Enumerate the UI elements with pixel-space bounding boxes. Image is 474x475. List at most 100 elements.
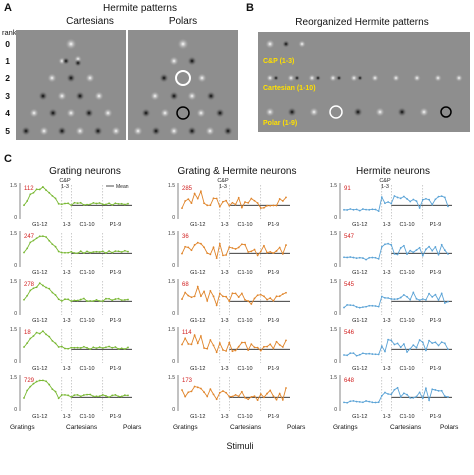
- data-point: [425, 387, 427, 390]
- data-point: [181, 298, 183, 300]
- segment-label: 1-3: [63, 366, 71, 372]
- data-point: [98, 202, 101, 204]
- data-point: [285, 339, 287, 342]
- data-point: [349, 400, 352, 403]
- data-point: [402, 244, 405, 247]
- series-line: [343, 291, 449, 309]
- data-point: [434, 389, 437, 391]
- data-point: [343, 401, 345, 404]
- data-point: [285, 244, 287, 246]
- data-point: [51, 291, 54, 294]
- data-point: [54, 294, 57, 296]
- y-tick-label: 1.5: [330, 375, 337, 381]
- data-point: [272, 299, 275, 302]
- rank-0: 0: [5, 39, 10, 49]
- data-point: [215, 351, 218, 354]
- data-point: [114, 250, 117, 253]
- rank-label: rank: [2, 28, 17, 37]
- data-point: [253, 248, 256, 251]
- data-point: [51, 339, 54, 342]
- data-point: [263, 244, 265, 247]
- data-point: [203, 246, 205, 249]
- data-point: [38, 235, 41, 238]
- data-point: [82, 345, 85, 348]
- y-tick-label: 0: [14, 311, 17, 317]
- segment-label: C1-10: [400, 222, 415, 228]
- data-point: [237, 296, 240, 298]
- data-point: [23, 298, 25, 301]
- y-tick-label: 0: [172, 311, 175, 317]
- data-point: [281, 293, 284, 296]
- data-point: [393, 388, 396, 391]
- data-point: [200, 242, 202, 245]
- segment-label: C1-10: [238, 366, 253, 372]
- segment-label: C1-10: [238, 318, 253, 324]
- cartesians-subtitle: Cartesians: [66, 16, 114, 27]
- y-tick-label: 1.5: [168, 279, 175, 285]
- top-label-2: 1-3: [61, 184, 69, 190]
- data-point: [82, 297, 85, 300]
- data-point: [23, 397, 25, 399]
- data-point: [278, 392, 281, 395]
- data-point: [247, 201, 250, 204]
- data-point: [95, 299, 98, 301]
- data-point: [231, 292, 234, 295]
- data-point: [399, 395, 402, 398]
- data-point: [278, 246, 281, 249]
- data-point: [447, 300, 449, 303]
- data-point: [437, 253, 440, 256]
- data-point: [269, 297, 272, 299]
- data-point: [215, 197, 218, 200]
- y-tick-label: 0: [334, 215, 337, 221]
- data-point: [281, 252, 284, 255]
- data-point: [45, 286, 47, 289]
- top-label: C&P: [217, 178, 229, 184]
- data-point: [428, 292, 430, 295]
- data-point: [60, 394, 63, 396]
- data-point: [349, 256, 352, 258]
- top-label: C&P: [59, 178, 71, 184]
- data-point: [57, 202, 60, 205]
- y-tick-label: 1.5: [330, 327, 337, 333]
- data-point: [222, 254, 224, 257]
- data-point: [272, 395, 275, 398]
- data-point: [79, 347, 82, 349]
- data-point: [32, 335, 35, 337]
- segment-label: C1-10: [400, 318, 415, 324]
- data-point: [418, 246, 421, 249]
- segment-label: P1-9: [268, 366, 280, 372]
- data-point: [253, 199, 256, 202]
- data-point: [421, 397, 424, 400]
- data-point: [440, 389, 443, 392]
- series-line: [23, 379, 129, 400]
- data-point: [228, 300, 231, 303]
- y-tick-label: 0: [172, 407, 175, 413]
- data-point: [231, 395, 234, 398]
- data-point: [355, 208, 358, 211]
- data-point: [38, 188, 41, 191]
- data-point: [206, 347, 209, 350]
- data-point: [57, 298, 60, 301]
- data-point: [86, 203, 88, 206]
- data-point: [278, 197, 281, 200]
- data-point: [54, 197, 57, 200]
- data-point: [76, 299, 79, 302]
- data-point: [108, 396, 110, 399]
- data-point: [42, 379, 44, 382]
- data-point: [127, 346, 129, 349]
- data-point: [374, 401, 377, 404]
- y-tick-label: 0: [14, 263, 17, 269]
- segment-label: C1-10: [400, 414, 415, 420]
- segment-label: P1-9: [110, 318, 122, 324]
- data-point: [231, 247, 234, 249]
- neuron-count: 68: [182, 282, 189, 288]
- segment-label: 1-3: [221, 222, 229, 228]
- data-point: [421, 254, 424, 257]
- data-point: [218, 205, 221, 208]
- segment-label: G1-12: [32, 270, 47, 276]
- segment-label: C1-10: [80, 318, 95, 324]
- data-point: [434, 246, 437, 248]
- y-tick-label: 1.5: [168, 375, 175, 381]
- data-point: [70, 300, 73, 303]
- data-point: [222, 200, 224, 203]
